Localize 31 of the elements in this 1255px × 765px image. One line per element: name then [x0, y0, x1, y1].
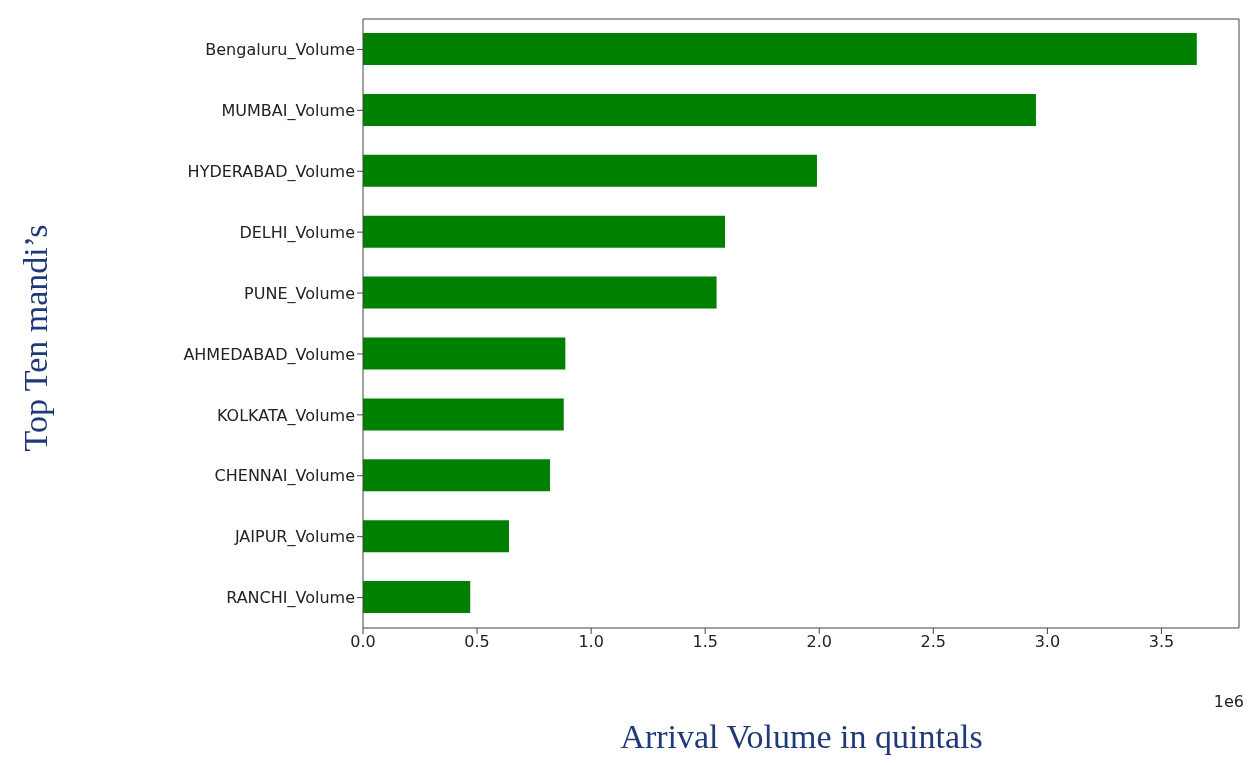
bar: [363, 459, 551, 492]
x-tick-label: 1.5: [692, 632, 718, 652]
y-axis-title: Top Ten mandi’s: [17, 224, 55, 452]
bar: [363, 398, 564, 431]
bar: [363, 154, 817, 187]
y-tick-label: MUMBAI_Volume: [221, 101, 355, 122]
x-tick-label: 2.0: [806, 632, 832, 652]
x-tick-label: 0.0: [350, 632, 376, 652]
y-tick-label: Bengaluru_Volume: [205, 40, 355, 61]
bar: [363, 33, 1197, 65]
y-tick-label: PUNE_Volume: [244, 283, 355, 304]
y-tick-label: RANCHI_Volume: [226, 588, 355, 609]
text: 1e6: [1213, 692, 1244, 711]
y-tick-label: KOLKATA_Volume: [216, 405, 355, 426]
x-tick-label: 0.5: [464, 632, 490, 652]
bar: [363, 520, 509, 553]
x-tick-label: 3.0: [1034, 632, 1061, 652]
x-tick-label: 3.5: [1148, 632, 1175, 652]
y-tick-label: DELHI_Volume: [239, 222, 355, 243]
bar: [363, 93, 1036, 126]
x-axis-title: Arrival Volume in quintals: [619, 718, 984, 756]
bar: [363, 215, 726, 248]
x-tick-label: 1.0: [578, 632, 604, 652]
bar: [363, 581, 471, 614]
bar: [363, 337, 566, 370]
y-tick-label: CHENNAI_Volume: [214, 466, 355, 487]
x-tick-label: 2.5: [920, 632, 947, 652]
y-tick-label: HYDERABAD_Volume: [187, 161, 355, 182]
y-tick-label: JAIPUR_Volume: [233, 527, 355, 548]
y-tick-label: AHMEDABAD_Volume: [183, 344, 355, 365]
bar: [363, 276, 717, 309]
